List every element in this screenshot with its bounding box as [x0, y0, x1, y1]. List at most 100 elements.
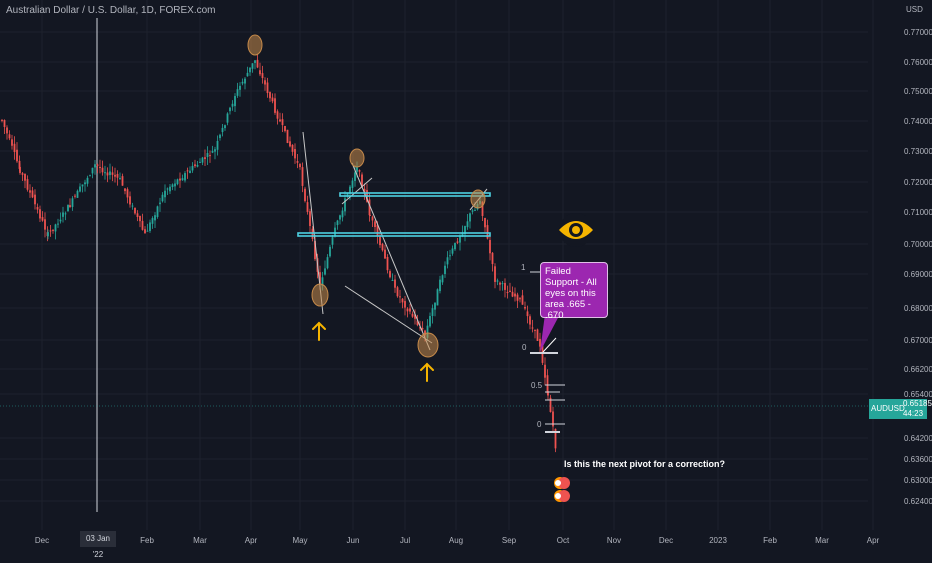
up-arrow-icon — [420, 362, 434, 382]
pivot-circle — [247, 34, 263, 56]
candle-body — [546, 375, 549, 394]
candle-body — [129, 196, 131, 205]
candle-body — [484, 217, 486, 228]
candle-body — [286, 129, 289, 143]
candlesticks — [1, 53, 557, 453]
candle-body — [526, 311, 529, 317]
candle-body — [454, 242, 456, 250]
candle-body — [24, 173, 26, 181]
resistance-zone[interactable] — [339, 192, 491, 197]
candle-body — [179, 178, 181, 181]
candle-body — [39, 209, 41, 219]
candle-body — [368, 199, 371, 216]
currency-label: USD — [906, 5, 923, 14]
candle-body — [289, 141, 291, 147]
candle-body — [239, 85, 241, 90]
trend-line — [344, 285, 433, 344]
candle-body — [21, 173, 24, 175]
chart-grid — [0, 0, 874, 530]
candle-body — [321, 277, 324, 286]
candle-body — [251, 63, 254, 69]
candle-body — [494, 266, 496, 282]
candle-body — [341, 210, 344, 218]
candle-body — [381, 243, 384, 251]
candle-body — [296, 161, 299, 163]
candle-body — [354, 172, 356, 181]
candle-body — [124, 188, 126, 192]
time-tick: Feb — [763, 536, 777, 545]
candle-body — [246, 72, 249, 77]
candle-body — [416, 320, 419, 326]
candle-body — [374, 221, 376, 228]
pivot-circle — [311, 283, 329, 307]
candle-body — [159, 202, 161, 205]
candle-body — [224, 125, 226, 129]
candle-body — [294, 149, 296, 159]
candle-body — [79, 186, 81, 192]
time-tick: May — [292, 536, 308, 545]
price-tick: 0.74000 — [904, 117, 932, 126]
candle-body — [284, 126, 286, 132]
candle-body — [74, 195, 76, 197]
candle-body — [151, 218, 154, 224]
candle-body — [181, 178, 184, 181]
candle-body — [389, 271, 391, 278]
candle-body — [279, 119, 281, 122]
candle-body — [336, 220, 339, 226]
candle-body — [11, 139, 13, 146]
candle-body — [34, 194, 36, 205]
candle-body — [269, 92, 271, 99]
price-tick: 0.66200 — [904, 365, 932, 374]
candle-body — [274, 98, 276, 113]
candle-body — [304, 188, 306, 202]
candle-body — [424, 330, 426, 336]
candle-body — [276, 111, 279, 119]
candle-body — [529, 316, 531, 325]
candle-body — [541, 345, 544, 363]
candle-body — [211, 150, 214, 153]
candle-body — [47, 232, 49, 237]
pivot-question-note[interactable]: Is this the next pivot for a correction? — [564, 459, 726, 469]
candle-body — [456, 241, 459, 243]
time-tick: Dec — [658, 536, 674, 545]
candle-body — [356, 167, 358, 172]
candle-body — [136, 213, 139, 218]
candle-body — [434, 302, 436, 310]
eye-icon — [559, 213, 593, 247]
candle-body — [544, 364, 546, 378]
candle-body — [131, 205, 134, 207]
price-tick: 0.63000 — [904, 476, 932, 485]
time-tick: Aug — [448, 536, 464, 545]
candle-body — [94, 164, 96, 168]
failed-support-callout[interactable]: Failed Support - All eyes on this area .… — [540, 262, 608, 321]
candle-body — [319, 272, 321, 284]
price-tick: 0.69000 — [904, 270, 932, 279]
candle-body — [116, 173, 119, 178]
price-tick: 0.67000 — [904, 336, 932, 345]
candle-body — [536, 329, 539, 341]
pivot-circles — [247, 34, 486, 358]
candle-body — [31, 190, 34, 198]
time-tick: Dec — [34, 536, 50, 545]
candle-body — [204, 157, 206, 160]
candle-body — [547, 391, 549, 396]
candle-body — [96, 164, 99, 167]
candle-body — [191, 165, 194, 171]
candle-body — [164, 190, 166, 198]
event-icon[interactable] — [554, 477, 570, 502]
candle-body — [271, 97, 274, 102]
price-tick: 0.64200 — [904, 434, 932, 443]
time-tick: Jul — [399, 536, 411, 545]
candle-body — [256, 59, 259, 68]
candle-body — [379, 236, 381, 246]
candle-body — [441, 275, 444, 283]
candle-body — [486, 225, 489, 239]
candle-body — [99, 167, 101, 169]
candle-body — [189, 170, 191, 173]
candle-body — [3, 120, 6, 127]
candle-body — [431, 308, 434, 316]
candle-body — [406, 308, 409, 312]
price-chart[interactable] — [0, 0, 932, 550]
support-zone[interactable] — [297, 232, 491, 237]
candle-body — [396, 287, 399, 297]
